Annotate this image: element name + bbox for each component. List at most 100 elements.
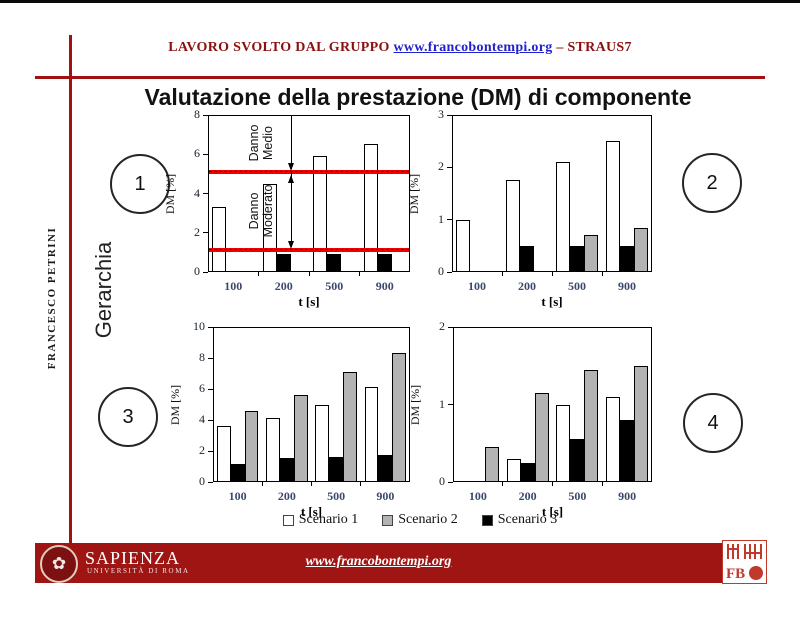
marker-circle-2: 2 [682, 153, 742, 213]
chart-4-x-tick-label: 100 [468, 489, 487, 503]
chart-4-bar-scenario-1-t200 [506, 458, 521, 482]
header-link[interactable]: www.francobontempi.org [393, 40, 553, 55]
chart-3-y-tick-label: 6 [199, 381, 205, 395]
chart-1-y-tick [203, 114, 208, 116]
chart-2-bar-scenario-1-t200 [506, 180, 520, 272]
chart-1-x-tick [258, 272, 259, 276]
chart-3-bar-scenario-2-t200 [293, 395, 308, 482]
chart-1-bar-scenario-3-t200 [276, 254, 291, 272]
chart-2-bar-scenario-2-t500 [584, 235, 598, 272]
chart-2-bar-scenario-1-t100 [456, 219, 470, 272]
legend-label: Scenario 3 [497, 512, 558, 527]
marker-number-3: 3 [122, 405, 134, 428]
chart-3-x-tick [311, 482, 312, 486]
chart-3-y-tick [208, 481, 213, 483]
chart-1-bar-scenario-1-t500 [313, 156, 328, 272]
chart-3-x-tick-label: 200 [277, 489, 296, 503]
chart-1-y-tick-label: 0 [194, 264, 200, 278]
chart-1-x-tick-label: 900 [375, 279, 394, 293]
chart-2-bar-scenario-3-t500 [570, 245, 584, 272]
marker-circle-3: 3 [98, 387, 158, 447]
chart-2-y-tick [447, 271, 452, 273]
footer-link[interactable]: www.francobontempi.org [305, 554, 452, 569]
chart-4-x-tick-label: 500 [568, 489, 587, 503]
chart-3-x-tick-label: 900 [376, 489, 395, 503]
header-suffix: – STRAUS7 [556, 40, 632, 55]
chart-4-y-tick [448, 326, 453, 328]
marker-circle-1: 1 [110, 154, 170, 214]
chart-legend: Scenario 1 Scenario 2 Scenario 3 [40, 512, 800, 528]
chart-1-bar-scenario-1-t900 [363, 144, 378, 272]
chart-3-bar-scenario-1-t200 [266, 418, 280, 482]
threshold-dash [209, 249, 409, 251]
chart-2-y-tick [447, 166, 452, 168]
chart-1-y-tick-label: 8 [194, 107, 200, 121]
chart-4-y-tick-label: 1 [439, 396, 445, 411]
chart-3-x-tick [360, 482, 362, 486]
legend-item-scenario-3: Scenario 3 [481, 512, 558, 528]
chart-4-bar-scenario-3-t900 [620, 420, 635, 482]
chart-2-y-tick-label: 0 [438, 264, 444, 278]
chart-1-x-tick [308, 272, 310, 276]
chart-4-bar-scenario-2-t200 [534, 392, 549, 482]
top-border [0, 0, 800, 3]
header-divider-line [35, 76, 765, 79]
chart-2-x-tick-label: 500 [568, 279, 586, 293]
chart-2-y-tick [447, 219, 452, 221]
chart-2-x-tick-label: 100 [468, 279, 486, 293]
chart-2-x-tick [501, 272, 503, 276]
chart-1-x-tick-label: 100 [224, 279, 243, 293]
chart-4-x-tick-label: 200 [518, 489, 537, 503]
chart-3-x-axis-title: t [s] [300, 504, 323, 519]
chart-4-bar-scenario-1-t900 [606, 396, 621, 482]
marker-number-1: 1 [134, 172, 146, 195]
chart-1-zone-label-2: Danno Moderato [246, 184, 275, 238]
chart-3-y-tick-label: 10 [193, 319, 205, 333]
scenario-3-swatch-icon [481, 514, 493, 526]
chart-1-bar-scenario-1-t100 [212, 207, 227, 272]
chart-2-y-tick [447, 114, 452, 116]
sapienza-emblem-icon: ✿ [40, 545, 78, 583]
chart-1-x-tick-label: 500 [325, 279, 344, 293]
chart-1-x-axis-title: t [s] [298, 294, 320, 309]
chart-1-bar-scenario-3-t500 [327, 254, 342, 272]
chart-3-bar-scenario-2-t900 [392, 353, 407, 482]
threshold-dash [209, 170, 409, 172]
chart-4-x-tick [552, 482, 553, 486]
chart-1-y-tick-label: 6 [194, 146, 200, 161]
chart-3-bar-scenario-1-t900 [364, 387, 379, 482]
chart-4-y-tick [448, 404, 453, 405]
marker-circle-4: 4 [683, 393, 743, 453]
chart-1-zone-arrow-line-1 [290, 115, 292, 169]
chart-3-y-tick [208, 326, 213, 328]
scenario-2-swatch-icon [382, 514, 394, 526]
chart-1-y-tick [203, 153, 208, 155]
chart-2-y-tick-label: 3 [438, 107, 444, 121]
chart-3-bar-scenario-3-t900 [378, 454, 393, 482]
university-name: SAPIENZA [85, 548, 181, 568]
header-prefix: LAVORO SVOLTO DAL GRUPPO [168, 40, 390, 55]
chart-3-y-tick [208, 450, 213, 452]
chart-4-x-axis-title: t [s] [541, 504, 564, 519]
chart-3-y-tick-label: 2 [199, 443, 205, 457]
chart-2-bar-scenario-3-t900 [620, 245, 634, 272]
chart-4-x-tick [601, 482, 603, 486]
chart-1-x-tick [359, 272, 360, 276]
chart-4-bar-scenario-2-t500 [584, 369, 599, 482]
chart-3-y-tick-label: 8 [199, 350, 205, 364]
chart-4-y-tick-label: 2 [439, 319, 445, 333]
chart-3-y-tick-label: 4 [199, 412, 205, 426]
chart-3-x-tick-label: 500 [327, 489, 346, 503]
university-subtitle: UNIVERSITÀ DI ROMA [87, 567, 190, 575]
chart-1-zone-arrow-line-2 [290, 171, 292, 248]
footer-link-wrap: www.francobontempi.org [35, 554, 722, 570]
chart-3-bar-scenario-3-t100 [230, 464, 245, 482]
chart-3-y-tick-label: 0 [199, 474, 205, 488]
chart-2-bar-scenario-1-t900 [606, 141, 620, 272]
chart-2-x-tick [551, 272, 553, 276]
chart-2-x-tick-label: 900 [618, 279, 636, 293]
chart-4-bar-scenario-2-t900 [634, 365, 648, 482]
chart-1-arrow-up-icon [287, 174, 294, 183]
